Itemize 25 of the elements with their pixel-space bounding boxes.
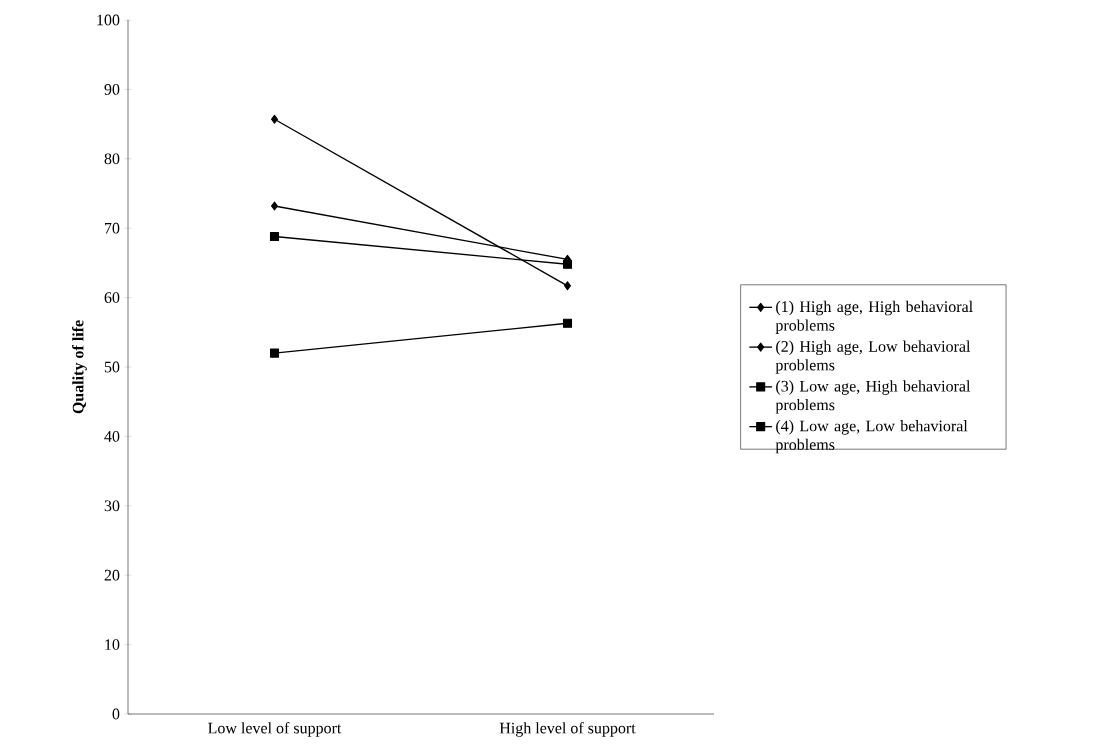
y-tick-label: 30 (104, 500, 120, 512)
y-tick-label: 70 (105, 222, 120, 234)
legend-label: (2) High age, Low behavioral problems (775, 340, 971, 374)
point (562, 318, 573, 328)
y-tick-label: 90 (104, 83, 120, 95)
y-tick-label: 0 (112, 708, 120, 720)
legend-label: (4) Low age, Low behavioral problems (775, 420, 968, 454)
y-tick-label: 20 (104, 569, 120, 581)
y-tick-label: 40 (104, 431, 120, 442)
x-tick-label: High level of support (499, 722, 636, 737)
y-tick-label: 10 (105, 639, 120, 650)
point (562, 259, 573, 269)
point (269, 348, 280, 358)
y-tick-label: 60 (104, 292, 120, 303)
point (563, 281, 572, 291)
point (270, 201, 279, 211)
y-tick-label: 100 (97, 14, 120, 26)
y-tick-label: 80 (104, 153, 120, 165)
point (269, 231, 280, 242)
legend-label: (1) High age, High behavioral problems (775, 300, 973, 334)
y-tick-label: 50 (104, 361, 120, 373)
x-tick-label: Low level of support (208, 722, 342, 737)
legend-label: (3) Low age, High behavioral problems (775, 380, 971, 414)
point (270, 114, 279, 124)
y-axis-title: Quality of life (72, 320, 87, 414)
